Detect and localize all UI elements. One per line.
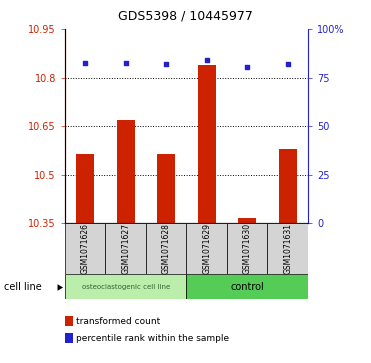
Point	[244, 64, 250, 70]
Text: GSM1071628: GSM1071628	[162, 223, 171, 274]
Text: GDS5398 / 10445977: GDS5398 / 10445977	[118, 9, 253, 22]
Bar	[157, 154, 175, 223]
Bar	[65, 223, 105, 274]
Point	[123, 60, 129, 66]
Bar	[267, 223, 308, 274]
Bar	[187, 223, 227, 274]
Bar	[116, 120, 135, 223]
Bar	[65, 316, 73, 326]
Text: GSM1071630: GSM1071630	[243, 223, 252, 274]
Text: osteoclastogenic cell line: osteoclastogenic cell line	[82, 284, 170, 290]
Bar	[238, 219, 256, 223]
Bar	[105, 223, 146, 274]
Bar	[65, 274, 187, 299]
Bar	[76, 154, 94, 223]
Text: GSM1071627: GSM1071627	[121, 223, 130, 274]
Text: transformed count: transformed count	[76, 317, 160, 326]
Bar	[227, 223, 267, 274]
Bar	[279, 149, 297, 223]
Text: GSM1071626: GSM1071626	[81, 223, 90, 274]
Text: GSM1071631: GSM1071631	[283, 223, 292, 274]
Text: cell line: cell line	[4, 282, 42, 293]
Point	[204, 57, 210, 63]
Bar	[187, 274, 308, 299]
Bar	[198, 65, 216, 223]
Point	[163, 61, 169, 67]
Text: percentile rank within the sample: percentile rank within the sample	[76, 334, 229, 343]
Point	[82, 60, 88, 66]
Text: GSM1071629: GSM1071629	[202, 223, 211, 274]
Polygon shape	[58, 284, 63, 291]
Bar	[146, 223, 187, 274]
Text: control: control	[230, 282, 264, 292]
Point	[285, 61, 290, 67]
Bar	[65, 333, 73, 343]
